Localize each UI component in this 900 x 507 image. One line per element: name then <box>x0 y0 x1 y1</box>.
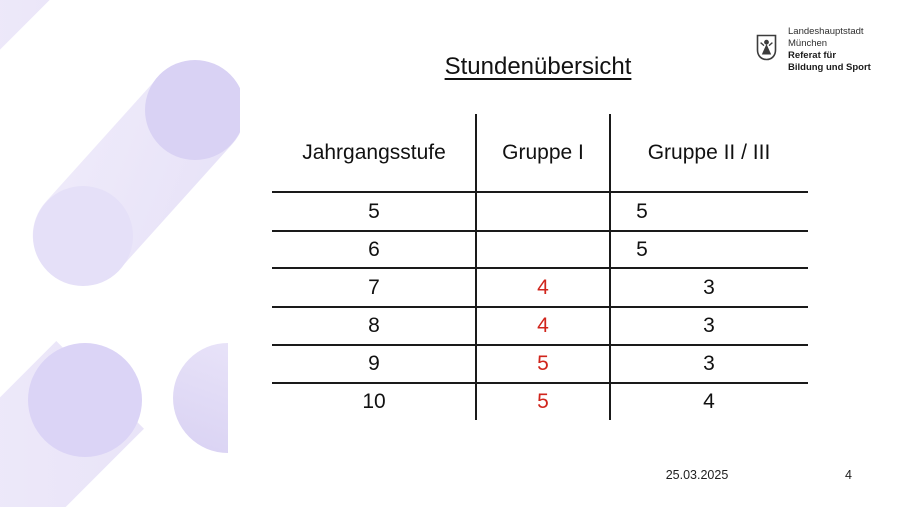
page-title: Stundenübersicht <box>444 53 632 80</box>
logo-text: Landeshauptstadt München Referat für Bil… <box>788 26 871 74</box>
table-row: 5 5 <box>272 193 808 230</box>
logo-line-city2: München <box>788 38 828 49</box>
decorative-diagonal-band-bottom <box>0 341 144 507</box>
table-divider-horizontal <box>272 267 808 269</box>
munich-coat-of-arms-icon <box>756 34 777 66</box>
table-row: 7 4 3 <box>272 269 808 306</box>
cell-gruppe-1-hours: 5 <box>537 390 549 413</box>
column-header-gruppe-2-3: Gruppe II / III <box>647 141 771 164</box>
logo-landeshauptstadt-muenchen: Landeshauptstadt München Referat für Bil… <box>756 26 871 74</box>
logo-line-dept: Referat für <box>788 50 837 61</box>
table-divider-horizontal <box>272 344 808 346</box>
table-divider-horizontal <box>272 230 808 232</box>
decorative-background <box>0 0 240 507</box>
decorative-circle-bottom <box>28 343 142 457</box>
decorative-circle-top <box>145 60 240 160</box>
table-row: 8 4 3 <box>272 308 808 344</box>
column-header-gruppe-1: Gruppe I <box>502 141 584 164</box>
cell-gruppe-2-3-hours: 4 <box>703 390 715 413</box>
cell-grade: 9 <box>368 352 380 375</box>
cell-grade: 5 <box>368 199 380 223</box>
table-row: 6 5 <box>272 232 808 267</box>
table-divider-horizontal <box>272 382 808 384</box>
table-row: 9 5 3 <box>272 346 808 382</box>
table-row: 10 5 4 <box>272 384 808 420</box>
decorative-half-circle <box>173 343 228 453</box>
cell-grade: 7 <box>368 275 380 299</box>
cell-gruppe-2-3-hours: 3 <box>703 314 715 337</box>
cell-grade: 10 <box>362 390 386 413</box>
table-divider-horizontal <box>272 191 808 193</box>
slide-date: 25.03.2025 <box>665 468 729 482</box>
slide-page-number: 4 <box>845 468 852 482</box>
logo-line-city: Landeshauptstadt <box>788 26 864 37</box>
cell-gruppe-1-hours: 4 <box>537 314 549 337</box>
cell-merged-hours: 5 <box>636 237 648 261</box>
cell-gruppe-1-hours: 4 <box>537 275 549 299</box>
cell-gruppe-1-hours: 5 <box>537 352 549 375</box>
decorative-diagonal-pill <box>12 39 240 307</box>
cell-gruppe-2-3-hours: 3 <box>703 352 715 375</box>
hours-overview-table: Jahrgangsstufe Gruppe I Gruppe II / III … <box>272 114 808 420</box>
cell-grade: 8 <box>368 314 380 337</box>
logo-line-dept2: Bildung und Sport <box>788 62 871 73</box>
column-header-jahrgangsstufe: Jahrgangsstufe <box>302 141 446 164</box>
cell-gruppe-2-3-hours: 3 <box>703 275 715 299</box>
table-header-row: Jahrgangsstufe Gruppe I Gruppe II / III <box>272 114 808 192</box>
cell-grade: 6 <box>368 237 380 261</box>
decorative-circle-mid <box>33 186 133 286</box>
cell-merged-hours: 5 <box>636 199 648 223</box>
decorative-diagonal-band-top <box>0 0 103 103</box>
decorative-half-circle-clip <box>0 341 228 455</box>
table-divider-horizontal <box>272 306 808 308</box>
